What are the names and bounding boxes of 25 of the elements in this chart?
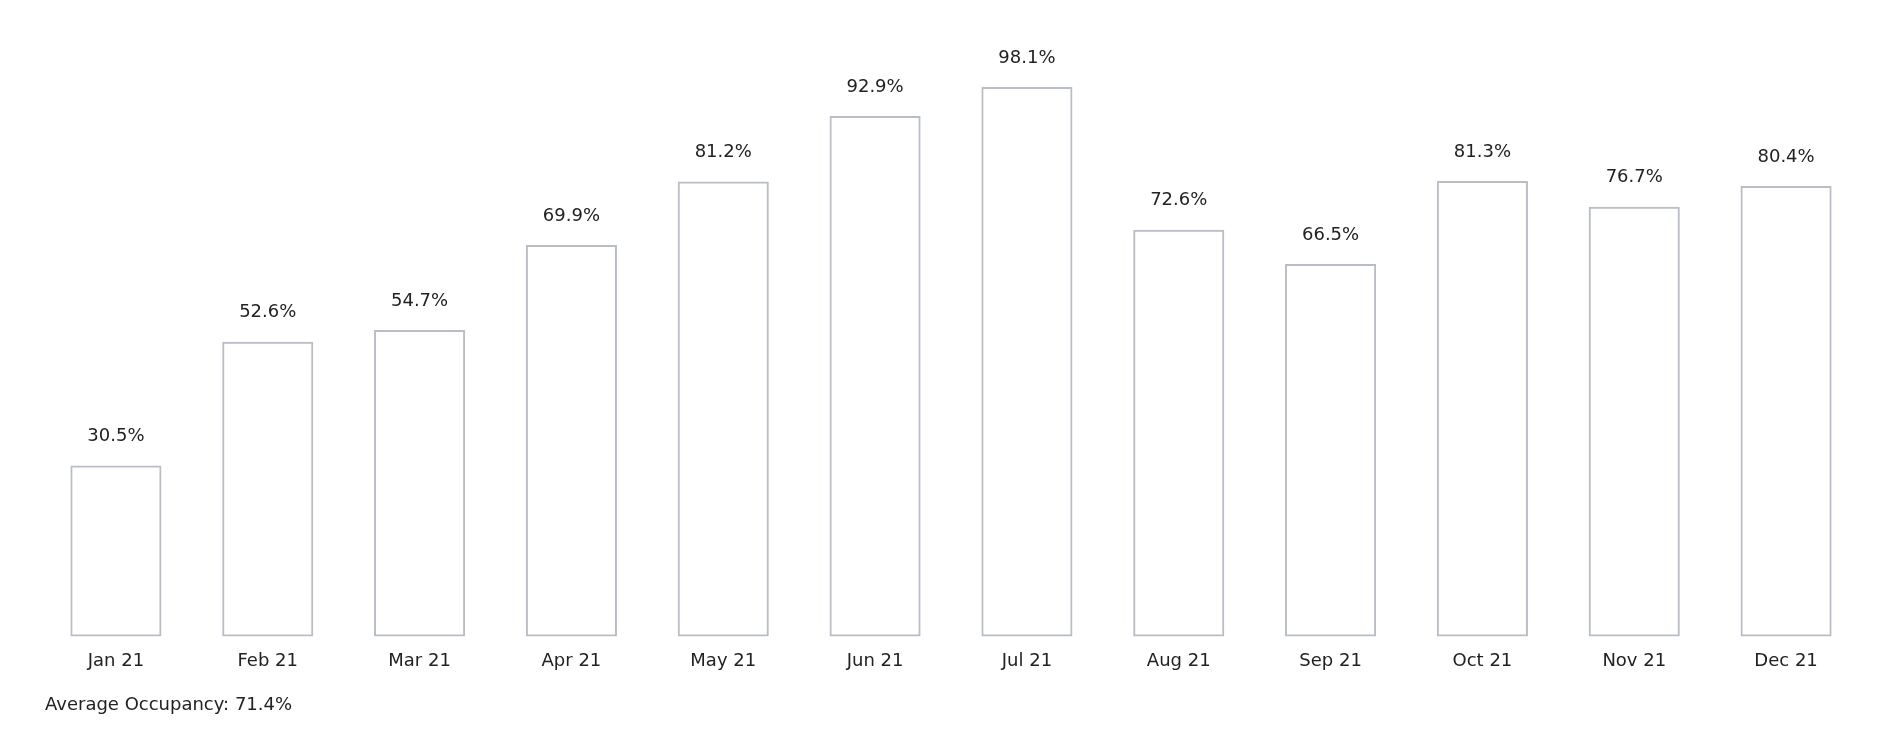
data-label: 81.2% bbox=[694, 140, 752, 162]
x-tick-label: Sep 21 bbox=[1299, 648, 1362, 670]
x-tick-label: Nov 21 bbox=[1602, 648, 1667, 670]
x-tick-label: Jun 21 bbox=[845, 648, 904, 670]
data-label: 54.7% bbox=[390, 288, 449, 310]
data-label: 52.6% bbox=[239, 300, 297, 322]
data-label: 76.7% bbox=[1605, 165, 1663, 187]
data-label: 30.5% bbox=[87, 424, 145, 446]
x-tick-label: May 21 bbox=[690, 648, 757, 670]
data-label: 69.9% bbox=[542, 203, 601, 225]
x-tick-label: Feb 21 bbox=[237, 648, 298, 670]
x-tick-label: Oct 21 bbox=[1452, 648, 1513, 670]
data-label: 66.5% bbox=[1301, 222, 1360, 244]
data-label: 81.3% bbox=[1453, 139, 1512, 161]
x-tick-label: Mar 21 bbox=[388, 648, 451, 670]
x-tick-label: Apr 21 bbox=[541, 648, 602, 670]
x-tick-label: Jan 21 bbox=[86, 648, 145, 670]
data-label: 72.6% bbox=[1150, 188, 1208, 210]
data-label: 98.1% bbox=[998, 45, 1056, 67]
data-label: 80.4% bbox=[1757, 144, 1815, 166]
x-tick-label: Aug 21 bbox=[1146, 648, 1211, 670]
x-tick-label: Jul 21 bbox=[1000, 648, 1053, 670]
text: Average Occupancy: 71.4% bbox=[45, 693, 293, 714]
x-tick-label: Dec 21 bbox=[1754, 648, 1818, 670]
data-label: 92.9% bbox=[846, 74, 904, 96]
